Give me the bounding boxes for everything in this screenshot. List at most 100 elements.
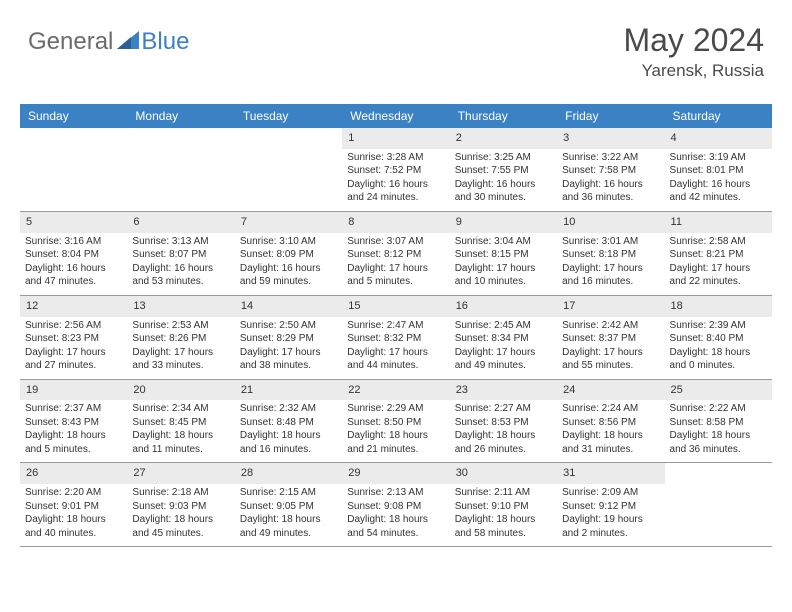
day-number: 9 <box>450 212 557 233</box>
day-number: 31 <box>557 463 664 484</box>
daylight-text: Daylight: 18 hours and 54 minutes. <box>347 513 444 540</box>
day-cell: 7Sunrise: 3:10 AMSunset: 8:09 PMDaylight… <box>235 212 342 295</box>
week-row: 19Sunrise: 2:37 AMSunset: 8:43 PMDayligh… <box>20 380 772 464</box>
week-row: 1Sunrise: 3:28 AMSunset: 7:52 PMDaylight… <box>20 128 772 212</box>
sunset-text: Sunset: 8:37 PM <box>562 332 659 346</box>
sunset-text: Sunset: 9:10 PM <box>455 500 552 514</box>
day-cell: 18Sunrise: 2:39 AMSunset: 8:40 PMDayligh… <box>665 296 772 379</box>
daylight-text: Daylight: 18 hours and 49 minutes. <box>240 513 337 540</box>
sunrise-text: Sunrise: 3:16 AM <box>25 235 122 249</box>
daylight-text: Daylight: 18 hours and 36 minutes. <box>670 429 767 456</box>
sunset-text: Sunset: 8:15 PM <box>455 248 552 262</box>
sunset-text: Sunset: 9:08 PM <box>347 500 444 514</box>
day-number: 16 <box>450 296 557 317</box>
daylight-text: Daylight: 17 hours and 44 minutes. <box>347 346 444 373</box>
day-cell: 17 Sunrise: 2:42 AMSunset: 8:37 PMDayligh… <box>557 296 664 379</box>
day-cell: 6Sunrise: 3:13 AMSunset: 8:07 PMDaylight… <box>127 212 234 295</box>
brand-text-1: General <box>28 28 113 56</box>
day-number: 17 <box>557 296 664 317</box>
sunrise-text: Sunrise: 2:56 AM <box>25 319 122 333</box>
daylight-text: Daylight: 18 hours and 11 minutes. <box>132 429 229 456</box>
sunrise-text: Sunrise: 3:28 AM <box>347 151 444 165</box>
day-cell: 5Sunrise: 3:16 AMSunset: 8:04 PMDaylight… <box>20 212 127 295</box>
sunrise-text: Sunrise: 3:01 AM <box>562 235 659 249</box>
week-row: 12 Sunrise: 2:56 AMSunset: 8:23 PM Dayligh… <box>20 296 772 380</box>
daylight-text: Daylight: 16 hours and 42 minutes. <box>670 178 767 205</box>
sunrise-text: Sunrise: 2:11 AM <box>455 486 552 500</box>
day-number: 2 <box>450 128 557 149</box>
day-cell: 22Sunrise: 2:29 AMSunset: 8:50 PMDayligh… <box>342 380 449 463</box>
sunrise-text: Sunrise: 3:25 AM <box>455 151 552 165</box>
daylight-text: Daylight: 18 hours and 5 minutes. <box>25 429 122 456</box>
weekday-header: Saturday <box>665 104 772 128</box>
sunrise-text: Sunrise: 2:22 AM <box>670 402 767 416</box>
day-number: 19 <box>20 380 127 401</box>
sunrise-text: Sunrise: 3:22 AM <box>562 151 659 165</box>
sunrise-text: Sunrise: 2:32 AM <box>240 402 337 416</box>
daylight-text: Daylight: 16 hours and 47 minutes. <box>25 262 122 289</box>
day-cell <box>20 128 127 211</box>
sunset-text: Sunset: 7:52 PM <box>347 164 444 178</box>
brand-text-2: Blue <box>141 28 189 56</box>
day-number: 21 <box>235 380 342 401</box>
week-row: 5Sunrise: 3:16 AMSunset: 8:04 PMDaylight… <box>20 212 772 296</box>
day-cell: 31Sunrise: 2:09 AMSunset: 9:12 PMDayligh… <box>557 463 664 546</box>
sunset-text: Sunset: 8:09 PM <box>240 248 337 262</box>
daylight-text: Daylight: 17 hours and 55 minutes. <box>562 346 659 373</box>
day-cell: 25Sunrise: 2:22 AMSunset: 8:58 PMDayligh… <box>665 380 772 463</box>
daylight-text: Daylight: 17 hours and 22 minutes. <box>670 262 767 289</box>
weekday-header-row: SundayMondayTuesdayWednesdayThursdayFrid… <box>20 104 772 128</box>
sunrise-text: Sunrise: 2:58 AM <box>670 235 767 249</box>
day-cell: 12Sunrise: 2:56 AMSunset: 8:23 PMDayligh… <box>20 296 127 379</box>
day-number: 24 <box>557 380 664 401</box>
daylight-text: Daylight: 18 hours and 21 minutes. <box>347 429 444 456</box>
day-number: 3 <box>557 128 664 149</box>
daylight-text: Daylight: 16 hours and 53 minutes. <box>132 262 229 289</box>
day-number: 12 <box>20 296 127 317</box>
daylight-text: Daylight: 16 hours and 30 minutes. <box>455 178 552 205</box>
day-number: 20 <box>127 380 234 401</box>
sunrise-text: Sunrise: 2:53 AM <box>132 319 229 333</box>
daylight-text: Daylight: 17 hours and 49 minutes. <box>455 346 552 373</box>
sunset-text: Sunset: 8:23 PM <box>25 332 122 346</box>
sunset-text: Sunset: 8:56 PM <box>562 416 659 430</box>
sunset-text: Sunset: 8:04 PM <box>25 248 122 262</box>
day-number: 30 <box>450 463 557 484</box>
sunrise-text: Sunrise: 2:45 AM <box>455 319 552 333</box>
sunrise-text: Sunrise: 2:13 AM <box>347 486 444 500</box>
sunset-text: Sunset: 8:43 PM <box>25 416 122 430</box>
day-cell: 2Sunrise: 3:25 AMSunset: 7:55 PMDaylight… <box>450 128 557 211</box>
weeks-container: 1Sunrise: 3:28 AMSunset: 7:52 PMDaylight… <box>20 128 772 547</box>
sunrise-text: Sunrise: 2:47 AM <box>347 319 444 333</box>
daylight-text: Daylight: 18 hours and 31 minutes. <box>562 429 659 456</box>
sunset-text: Sunset: 8:32 PM <box>347 332 444 346</box>
sunrise-text: Sunrise: 2:18 AM <box>132 486 229 500</box>
day-cell: 23Sunrise: 2:27 AMSunset: 8:53 PMDayligh… <box>450 380 557 463</box>
day-number: 25 <box>665 380 772 401</box>
sunset-text: Sunset: 8:07 PM <box>132 248 229 262</box>
sunrise-text: Sunrise: 2:15 AM <box>240 486 337 500</box>
sunset-text: Sunset: 8:29 PM <box>240 332 337 346</box>
sunset-text: Sunset: 8:18 PM <box>562 248 659 262</box>
day-number: 22 <box>342 380 449 401</box>
day-cell: 15Sunrise: 2:47 AMSunset: 8:32 PMDayligh… <box>342 296 449 379</box>
sunrise-text: Sunrise: 2:27 AM <box>455 402 552 416</box>
sunset-text: Sunset: 8:12 PM <box>347 248 444 262</box>
day-cell <box>127 128 234 211</box>
day-cell: 21Sunrise: 2:32 AMSunset: 8:48 PMDayligh… <box>235 380 342 463</box>
day-number: 13 <box>127 296 234 317</box>
day-cell: 20Sunrise: 2:34 AMSunset: 8:45 PMDayligh… <box>127 380 234 463</box>
weekday-header: Tuesday <box>235 104 342 128</box>
day-cell: 13Sunrise: 2:53 AMSunset: 8:26 PMDayligh… <box>127 296 234 379</box>
day-number: 28 <box>235 463 342 484</box>
weekday-header: Monday <box>127 104 234 128</box>
daylight-text: Daylight: 16 hours and 24 minutes. <box>347 178 444 205</box>
daylight-text: Daylight: 18 hours and 40 minutes. <box>25 513 122 540</box>
sunset-text: Sunset: 8:21 PM <box>670 248 767 262</box>
weekday-header: Sunday <box>20 104 127 128</box>
day-cell: 27Sunrise: 2:18 AMSunset: 9:03 PMDayligh… <box>127 463 234 546</box>
day-cell: 28Sunrise: 2:15 AMSunset: 9:05 PMDayligh… <box>235 463 342 546</box>
daylight-text: Daylight: 18 hours and 0 minutes. <box>670 346 767 373</box>
day-cell: 8Sunrise: 3:07 AMSunset: 8:12 PMDaylight… <box>342 212 449 295</box>
sunrise-text: Sunrise: 2:42 AM <box>562 319 659 333</box>
